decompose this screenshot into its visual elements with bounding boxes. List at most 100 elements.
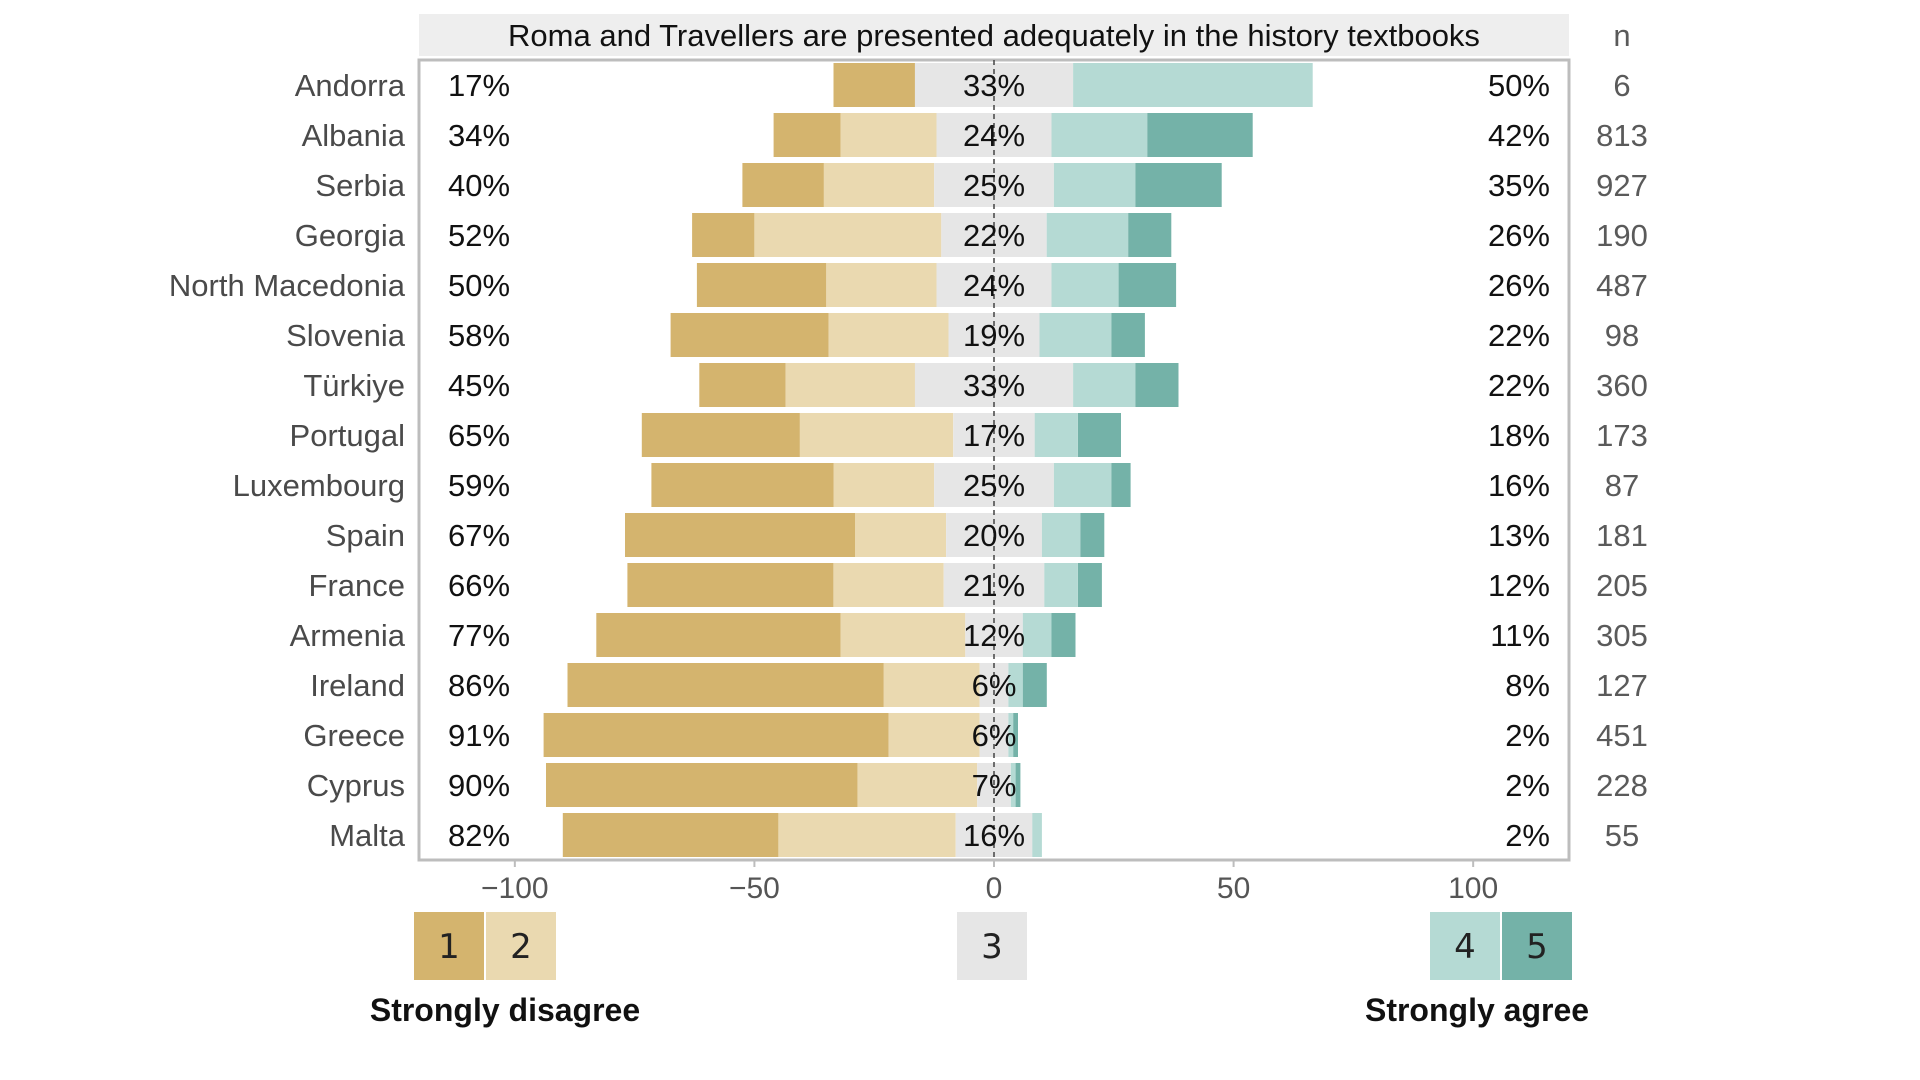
- n-value-label: 55: [1605, 818, 1639, 853]
- country-label: Malta: [329, 818, 406, 853]
- bar-4: [1051, 263, 1119, 307]
- disagree-pct-label: 65%: [448, 418, 510, 453]
- neutral-pct-label: 24%: [963, 118, 1025, 153]
- neutral-pct-label: 33%: [963, 68, 1025, 103]
- disagree-pct-label: 59%: [448, 468, 510, 503]
- agree-pct-label: 22%: [1488, 368, 1550, 403]
- legend-swatch-1: [414, 912, 484, 980]
- agree-pct-label: 42%: [1488, 118, 1550, 153]
- bar-5: [1111, 463, 1131, 507]
- neutral-pct-label: 33%: [963, 368, 1025, 403]
- country-label: Cyprus: [307, 768, 405, 803]
- bar-4: [1039, 313, 1112, 357]
- country-label: North Macedonia: [169, 268, 406, 303]
- title-strip: [419, 14, 1569, 56]
- bar-2: [799, 413, 954, 457]
- bar-1: [641, 413, 800, 457]
- legend-swatch-3: [957, 912, 1027, 980]
- legend-label-1: 1: [438, 927, 460, 967]
- legend-label-3: 3: [981, 927, 1003, 967]
- country-label: Georgia: [295, 218, 406, 253]
- bar-4: [1022, 613, 1052, 657]
- country-label: Andorra: [295, 68, 406, 103]
- bar-1: [696, 263, 827, 307]
- bar-4: [1008, 713, 1014, 757]
- neutral-pct-label: 21%: [963, 568, 1025, 603]
- n-value-label: 813: [1596, 118, 1648, 153]
- disagree-pct-label: 45%: [448, 368, 510, 403]
- x-tick-label: −50: [729, 872, 780, 905]
- bar-1: [833, 63, 915, 107]
- agree-pct-label: 16%: [1488, 468, 1550, 503]
- n-value-label: 190: [1596, 218, 1648, 253]
- country-label: Luxembourg: [233, 468, 405, 503]
- bar-1: [651, 463, 834, 507]
- agree-pct-label: 11%: [1490, 618, 1550, 653]
- disagree-pct-label: 82%: [448, 818, 510, 853]
- bar-2: [785, 363, 915, 407]
- agree-pct-label: 13%: [1488, 518, 1550, 553]
- bar-2: [857, 763, 978, 807]
- bar-4: [1032, 813, 1042, 857]
- agree-pct-label: 26%: [1488, 218, 1550, 253]
- n-value-label: 360: [1596, 368, 1648, 403]
- country-label: France: [309, 568, 405, 603]
- bar-2: [828, 313, 949, 357]
- chart-title: Roma and Travellers are presented adequa…: [508, 18, 1480, 53]
- agree-pct-label: 50%: [1488, 68, 1550, 103]
- country-label: Serbia: [315, 168, 405, 203]
- n-value-label: 927: [1596, 168, 1648, 203]
- neutral-pct-label: 24%: [963, 268, 1025, 303]
- n-value-label: 487: [1596, 268, 1648, 303]
- neutral-pct-label: 7%: [972, 768, 1017, 803]
- bar-5: [1013, 713, 1018, 757]
- bar-1: [546, 763, 858, 807]
- bar-1: [625, 513, 855, 557]
- bar-5: [1051, 613, 1076, 657]
- country-label: Türkiye: [303, 368, 405, 403]
- legend-swatch-5: [1502, 912, 1572, 980]
- disagree-pct-label: 40%: [448, 168, 510, 203]
- agree-pct-label: 2%: [1505, 768, 1550, 803]
- agree-pct-label: 26%: [1488, 268, 1550, 303]
- n-value-label: 305: [1596, 618, 1648, 653]
- n-value-label: 205: [1596, 568, 1648, 603]
- disagree-pct-label: 90%: [448, 768, 510, 803]
- x-tick-label: −100: [481, 872, 549, 905]
- country-label: Portugal: [290, 418, 405, 453]
- neutral-pct-label: 17%: [963, 418, 1025, 453]
- disagree-pct-label: 66%: [448, 568, 510, 603]
- legend: 1 2 3 4 5 Strongly disagree Strongly agr…: [370, 912, 1589, 1028]
- neutral-pct-label: 12%: [963, 618, 1025, 653]
- bar-4: [1034, 413, 1078, 457]
- agree-pct-label: 2%: [1505, 718, 1550, 753]
- disagree-pct-label: 17%: [448, 68, 510, 103]
- disagree-pct-label: 58%: [448, 318, 510, 353]
- disagree-pct-label: 50%: [448, 268, 510, 303]
- agree-pct-label: 35%: [1488, 168, 1550, 203]
- neutral-pct-label: 25%: [963, 168, 1025, 203]
- bar-2: [840, 613, 966, 657]
- neutral-pct-label: 22%: [963, 218, 1025, 253]
- legend-caption-agree: Strongly agree: [1365, 992, 1589, 1028]
- agree-pct-label: 2%: [1505, 818, 1550, 853]
- bar-1: [670, 313, 829, 357]
- bar-2: [833, 463, 935, 507]
- country-label: Armenia: [290, 618, 406, 653]
- bar-1: [773, 113, 841, 157]
- n-header: n: [1613, 18, 1630, 53]
- n-value-label: 127: [1596, 668, 1648, 703]
- bar-1: [543, 713, 889, 757]
- bar-4: [1053, 463, 1112, 507]
- disagree-pct-label: 86%: [448, 668, 510, 703]
- bar-5: [1135, 163, 1222, 207]
- n-value-label: 6: [1613, 68, 1630, 103]
- country-label: Greece: [303, 718, 405, 753]
- legend-label-5: 5: [1526, 927, 1548, 967]
- agree-pct-label: 12%: [1488, 568, 1550, 603]
- bar-2: [823, 163, 935, 207]
- disagree-pct-label: 52%: [448, 218, 510, 253]
- neutral-pct-label: 19%: [963, 318, 1025, 353]
- bar-1: [596, 613, 841, 657]
